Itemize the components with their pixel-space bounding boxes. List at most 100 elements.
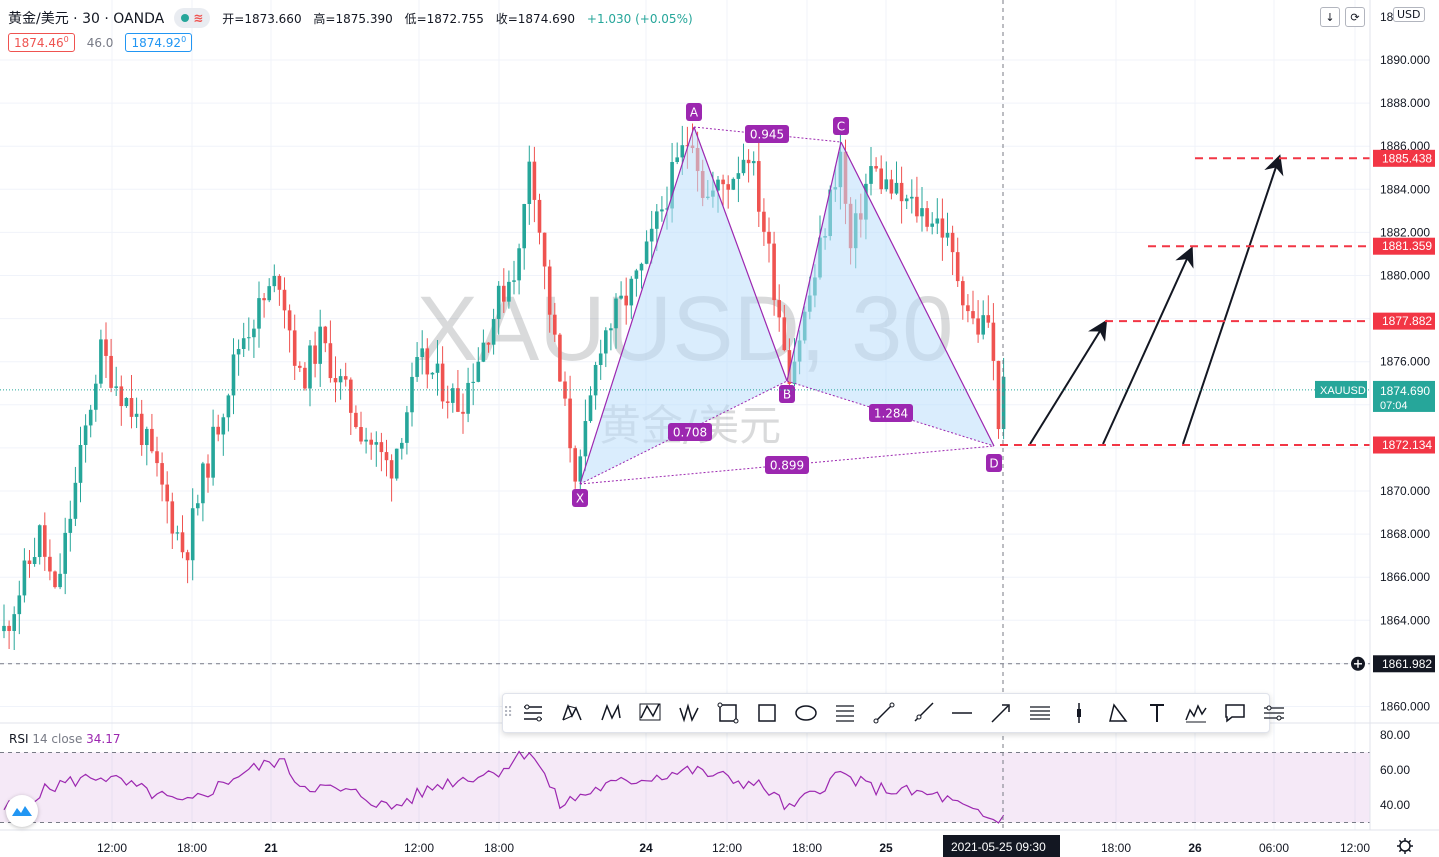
- arrow-button[interactable]: [981, 697, 1020, 729]
- change-value: +1.030 (+0.05%): [586, 11, 693, 26]
- ask-button[interactable]: 1874.920: [125, 33, 193, 52]
- triangle-button[interactable]: [1098, 697, 1137, 729]
- price-tick-label: 1870.000: [1380, 484, 1430, 498]
- crosshair-time-badge: 2021-05-25 09:30: [943, 835, 1060, 857]
- wave-icon: ≋: [193, 11, 204, 25]
- time-tick-label: 12:00: [404, 841, 434, 855]
- price-tick-label: 1876.000: [1380, 355, 1430, 369]
- rsi-title: RSI: [9, 732, 29, 746]
- price-tick-label: 1880.000: [1380, 269, 1430, 283]
- svg-text:1872.134: 1872.134: [1382, 438, 1432, 452]
- settings-lines-icon: [1263, 705, 1284, 721]
- sidebar-menu-icon: [523, 704, 542, 722]
- ratio-label-bd[interactable]: 1.284: [869, 404, 913, 422]
- triangle-pattern-icon: [679, 703, 699, 723]
- svg-text:1881.359: 1881.359: [1382, 239, 1432, 253]
- ray-button[interactable]: [903, 697, 942, 729]
- xabcd-pattern[interactable]: X A B C D 0.708 0.945 1.284 0.899: [572, 103, 1002, 507]
- pattern-point-c[interactable]: C: [833, 117, 849, 135]
- text-button[interactable]: [1137, 697, 1176, 729]
- drag-handle-icon[interactable]: ⠿: [503, 705, 514, 721]
- xabcd-pattern-button[interactable]: [552, 697, 591, 729]
- symbol-title[interactable]: 黄金/美元 · 30 · OANDA: [8, 11, 165, 27]
- bid-ask: 1874.460 46.0 1874.920: [8, 33, 193, 52]
- abcd-pattern-icon: [639, 703, 661, 721]
- currency-button[interactable]: USD: [1393, 7, 1425, 22]
- crosshair-price-badge: 1861.982: [1373, 655, 1435, 673]
- callout-icon: [1225, 704, 1245, 723]
- ratio-value: 0.945: [750, 128, 784, 142]
- scroll-down-button[interactable]: ↓: [1320, 7, 1340, 27]
- ellipse-button[interactable]: [786, 697, 825, 729]
- projection-arrow[interactable]: [1029, 319, 1108, 445]
- rsi-pane: [0, 722, 1439, 824]
- time-tick-label: 18:00: [1101, 841, 1131, 855]
- time-tick-label: 06:00: [1259, 841, 1289, 855]
- time-tick-label: 18:00: [177, 841, 207, 855]
- rectangle-button[interactable]: [747, 697, 786, 729]
- price-tick-label: 1882.000: [1380, 225, 1430, 239]
- elliott-wave-button[interactable]: [1176, 697, 1215, 729]
- parallel-lines-button[interactable]: [1020, 697, 1059, 729]
- ratio-label-xd[interactable]: 0.899: [765, 456, 809, 474]
- ratio-label-ac[interactable]: 0.945: [745, 125, 789, 143]
- pattern-point-a[interactable]: A: [686, 103, 702, 121]
- pattern-point-b[interactable]: B: [779, 385, 795, 403]
- pattern-point-d[interactable]: D: [986, 454, 1002, 472]
- high-value: 高=1875.390: [313, 11, 393, 26]
- three-drives-icon: [717, 702, 739, 724]
- sidebar-menu-button[interactable]: [513, 697, 552, 729]
- add-alert-icon[interactable]: [1351, 656, 1365, 671]
- settings-gear-icon[interactable]: [1397, 838, 1413, 854]
- callout-button[interactable]: [1215, 697, 1254, 729]
- fib-retracement-button[interactable]: [825, 697, 864, 729]
- trend-line-button[interactable]: [864, 697, 903, 729]
- ohlc-values: 开=1873.660 高=1875.390 低=1872.755 收=1874.…: [222, 10, 692, 27]
- long-short-button[interactable]: [1059, 697, 1098, 729]
- horizontal-line-button[interactable]: [942, 697, 981, 729]
- svg-text:1874.690: 1874.690: [1380, 384, 1430, 398]
- abcd-pattern-button[interactable]: [630, 697, 669, 729]
- close-value: 收=1874.690: [495, 11, 576, 26]
- level-price-badge: 1881.359: [1373, 237, 1435, 255]
- tradingview-logo[interactable]: [6, 795, 38, 827]
- rectangle-icon: [758, 704, 776, 722]
- pattern-point-label: A: [690, 106, 699, 120]
- market-status[interactable]: ≋: [174, 8, 211, 28]
- pattern-point-x[interactable]: X: [572, 489, 588, 507]
- projection-arrow[interactable]: [1102, 246, 1194, 445]
- settings-lines-button[interactable]: [1254, 697, 1293, 729]
- time-tick-label: 25: [879, 841, 893, 855]
- cypher-pattern-button[interactable]: [591, 697, 630, 729]
- price-tick-label: 1860.000: [1380, 700, 1430, 714]
- three-drives-button[interactable]: [708, 697, 747, 729]
- arrow-down-icon: ↓: [1325, 10, 1335, 24]
- svg-text:1877.882: 1877.882: [1382, 314, 1432, 328]
- open-value: 开=1873.660: [222, 11, 302, 26]
- elliott-wave-icon: [1185, 704, 1207, 723]
- rsi-legend[interactable]: RSI 14 close 34.17: [9, 732, 121, 746]
- pattern-point-label: B: [783, 388, 791, 402]
- spread-value: 46.0: [86, 35, 114, 50]
- price-axis[interactable]: 1890.000 1888.000 1886.000 1884.000 1882.000…: [0, 0, 1439, 831]
- time-tick-label: 18:00: [484, 841, 514, 855]
- auto-fit-button[interactable]: ⟳: [1345, 7, 1365, 27]
- price-tick-label: 1864.000: [1380, 613, 1430, 627]
- arrow-icon: [991, 704, 1010, 723]
- price-tick-label: 1884.000: [1380, 182, 1430, 196]
- time-axis[interactable]: 12:00 18:00 21 12:00 18:00 24 12:00 18:00 25 18:0…: [97, 835, 1413, 857]
- ratio-label-xb[interactable]: 0.708: [668, 423, 712, 441]
- pattern-point-label: C: [837, 120, 845, 134]
- bid-button[interactable]: 1874.460: [8, 33, 75, 52]
- time-tick-label: 12:00: [1340, 841, 1370, 855]
- ratio-value: 1.284: [874, 407, 908, 421]
- triangle-pattern-button[interactable]: [669, 697, 708, 729]
- price-tick-label: 1888.000: [1380, 96, 1430, 110]
- rsi-tick-label: 40.00: [1380, 798, 1410, 812]
- time-tick-label: 26: [1188, 841, 1202, 855]
- projection-arrows[interactable]: [1029, 154, 1284, 445]
- target-levels[interactable]: [0, 157, 1370, 447]
- projection-arrow[interactable]: [1182, 154, 1284, 445]
- svg-text:1885.438: 1885.438: [1382, 151, 1432, 165]
